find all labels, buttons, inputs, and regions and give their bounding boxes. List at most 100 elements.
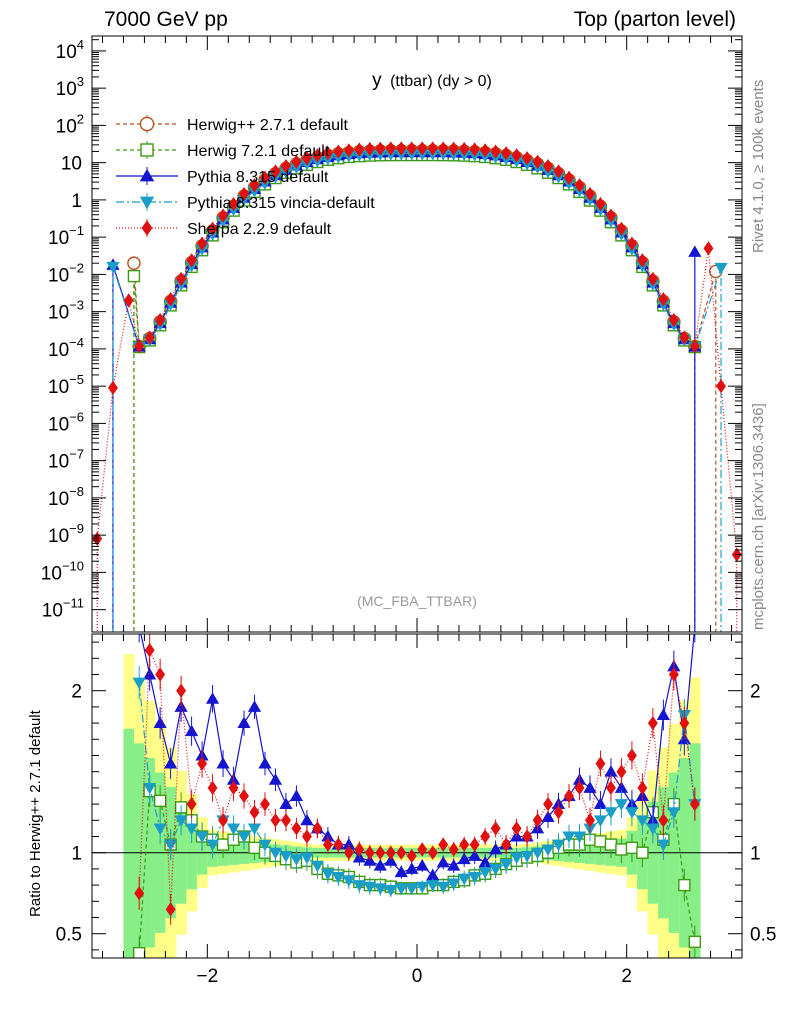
- ratio-point: [226, 823, 241, 835]
- main-y-tick-label: 10−6: [48, 409, 84, 435]
- ratio-point: [195, 831, 209, 844]
- legend: Herwig++ 2.7.1 default Herwig 7.2.1 defau…: [116, 115, 375, 238]
- main-point: [197, 236, 208, 251]
- ratio-y-tick-label-right: 0.5: [750, 925, 776, 946]
- ratio-point: [489, 842, 503, 855]
- legend-label: Pythia 8.315 vincia-default: [187, 195, 375, 212]
- ratio-point: [310, 860, 325, 873]
- main-series-line: [112, 153, 722, 632]
- ratio-point: [511, 821, 522, 836]
- ratio-point: [394, 865, 408, 878]
- ratio-point: [604, 807, 618, 819]
- main-y-tick-exp: −2: [69, 260, 84, 275]
- main-point: [427, 141, 438, 156]
- main-point: [396, 141, 407, 156]
- main-point: [354, 142, 365, 157]
- main-point: [553, 164, 564, 179]
- main-y-tick-base: 10: [56, 79, 77, 100]
- ratio-point: [406, 848, 417, 864]
- main-point: [270, 164, 281, 179]
- main-point: [108, 380, 118, 396]
- ratio-point: [689, 796, 700, 812]
- legend-marker: [139, 196, 155, 210]
- rivet-label: Rivet 4.1.0, ≥ 100k events: [750, 80, 767, 253]
- main-title-sub: (ttbar) (dy > 0): [390, 73, 492, 90]
- ratio-point: [218, 813, 228, 828]
- legend-marker: [139, 168, 155, 182]
- ratio-point: [153, 823, 167, 835]
- main-point: [501, 146, 512, 161]
- main-point: [291, 154, 302, 169]
- ratio-point: [342, 875, 356, 887]
- ratio-point: [216, 838, 230, 851]
- ratio-point: [384, 885, 398, 897]
- main-point: [176, 271, 187, 287]
- ratio-point: [509, 852, 524, 865]
- ratio-point: [352, 880, 366, 892]
- ratio-point: [260, 796, 270, 812]
- ratio-point: [459, 837, 470, 852]
- main-y-tick-base: 10: [48, 377, 69, 398]
- ratio-point: [530, 847, 545, 860]
- ratio-point: [499, 859, 513, 871]
- ratio-point: [405, 862, 419, 874]
- main-point: [616, 221, 627, 236]
- ratio-point: [606, 780, 616, 796]
- legend-label: Pythia 8.315 default: [187, 169, 329, 186]
- main-y-tick-base: 10: [48, 452, 69, 473]
- main-point: [106, 261, 120, 274]
- ratio-x-tick-label: 2: [621, 966, 632, 987]
- ratio-point: [133, 619, 146, 631]
- main-point: [123, 293, 134, 308]
- main-point: [564, 170, 574, 185]
- main-y-tick-label: 10−4: [48, 335, 84, 361]
- ratio-point: [688, 935, 702, 948]
- ratio-point: [616, 764, 627, 779]
- ratio-point: [132, 946, 146, 958]
- ratio-point: [604, 838, 618, 851]
- ratio-point: [384, 854, 398, 866]
- main-y-tick-label: 10−7: [48, 447, 84, 473]
- ratio-point: [247, 823, 262, 835]
- ratio-point: [186, 796, 197, 812]
- main-point: [703, 241, 714, 256]
- main-y-tick-label: 103: [56, 74, 84, 100]
- legend-marker: [141, 220, 153, 236]
- main-y-tick-exp: −11: [63, 596, 84, 611]
- ratio-point: [207, 780, 218, 796]
- ratio-point: [457, 852, 471, 865]
- ratio-point: [281, 813, 291, 828]
- ratio-point: [205, 839, 220, 852]
- main-point: [165, 292, 176, 307]
- legend-entry-0: Herwig++ 2.7.1 default: [116, 115, 349, 134]
- main-point: [522, 151, 533, 166]
- main-y-tick-label: 10−11: [42, 596, 84, 622]
- ratio-point: [417, 842, 428, 857]
- main-series-line: [112, 151, 696, 632]
- ratio-point: [155, 667, 166, 682]
- main-point: [249, 178, 260, 193]
- ratio-point: [436, 881, 450, 894]
- ratio-point: [532, 813, 543, 828]
- main-point: [668, 312, 679, 328]
- main-y-tick-exp: 3: [77, 74, 84, 89]
- main-point: [155, 312, 166, 328]
- legend-label: Herwig 7.2.1 default: [187, 143, 330, 160]
- ratio-point: [448, 842, 459, 857]
- ratio-point: [405, 883, 419, 895]
- main-y-tick-exp: −3: [69, 298, 84, 313]
- ratio-point: [614, 799, 629, 811]
- ratio-band-green: [123, 728, 135, 958]
- ratio-x-tick-label: −2: [196, 966, 218, 987]
- ratio-point: [184, 823, 199, 835]
- main-point: [490, 144, 501, 159]
- legend-entry-1: Herwig 7.2.1 default: [116, 141, 330, 160]
- main-point: [459, 141, 470, 157]
- main-y-tick-base: 10: [48, 228, 69, 249]
- main-point: [186, 253, 197, 268]
- main-point: [689, 339, 700, 354]
- ratio-point: [637, 780, 648, 796]
- ratio-point: [268, 847, 283, 860]
- ratio-point: [153, 794, 167, 808]
